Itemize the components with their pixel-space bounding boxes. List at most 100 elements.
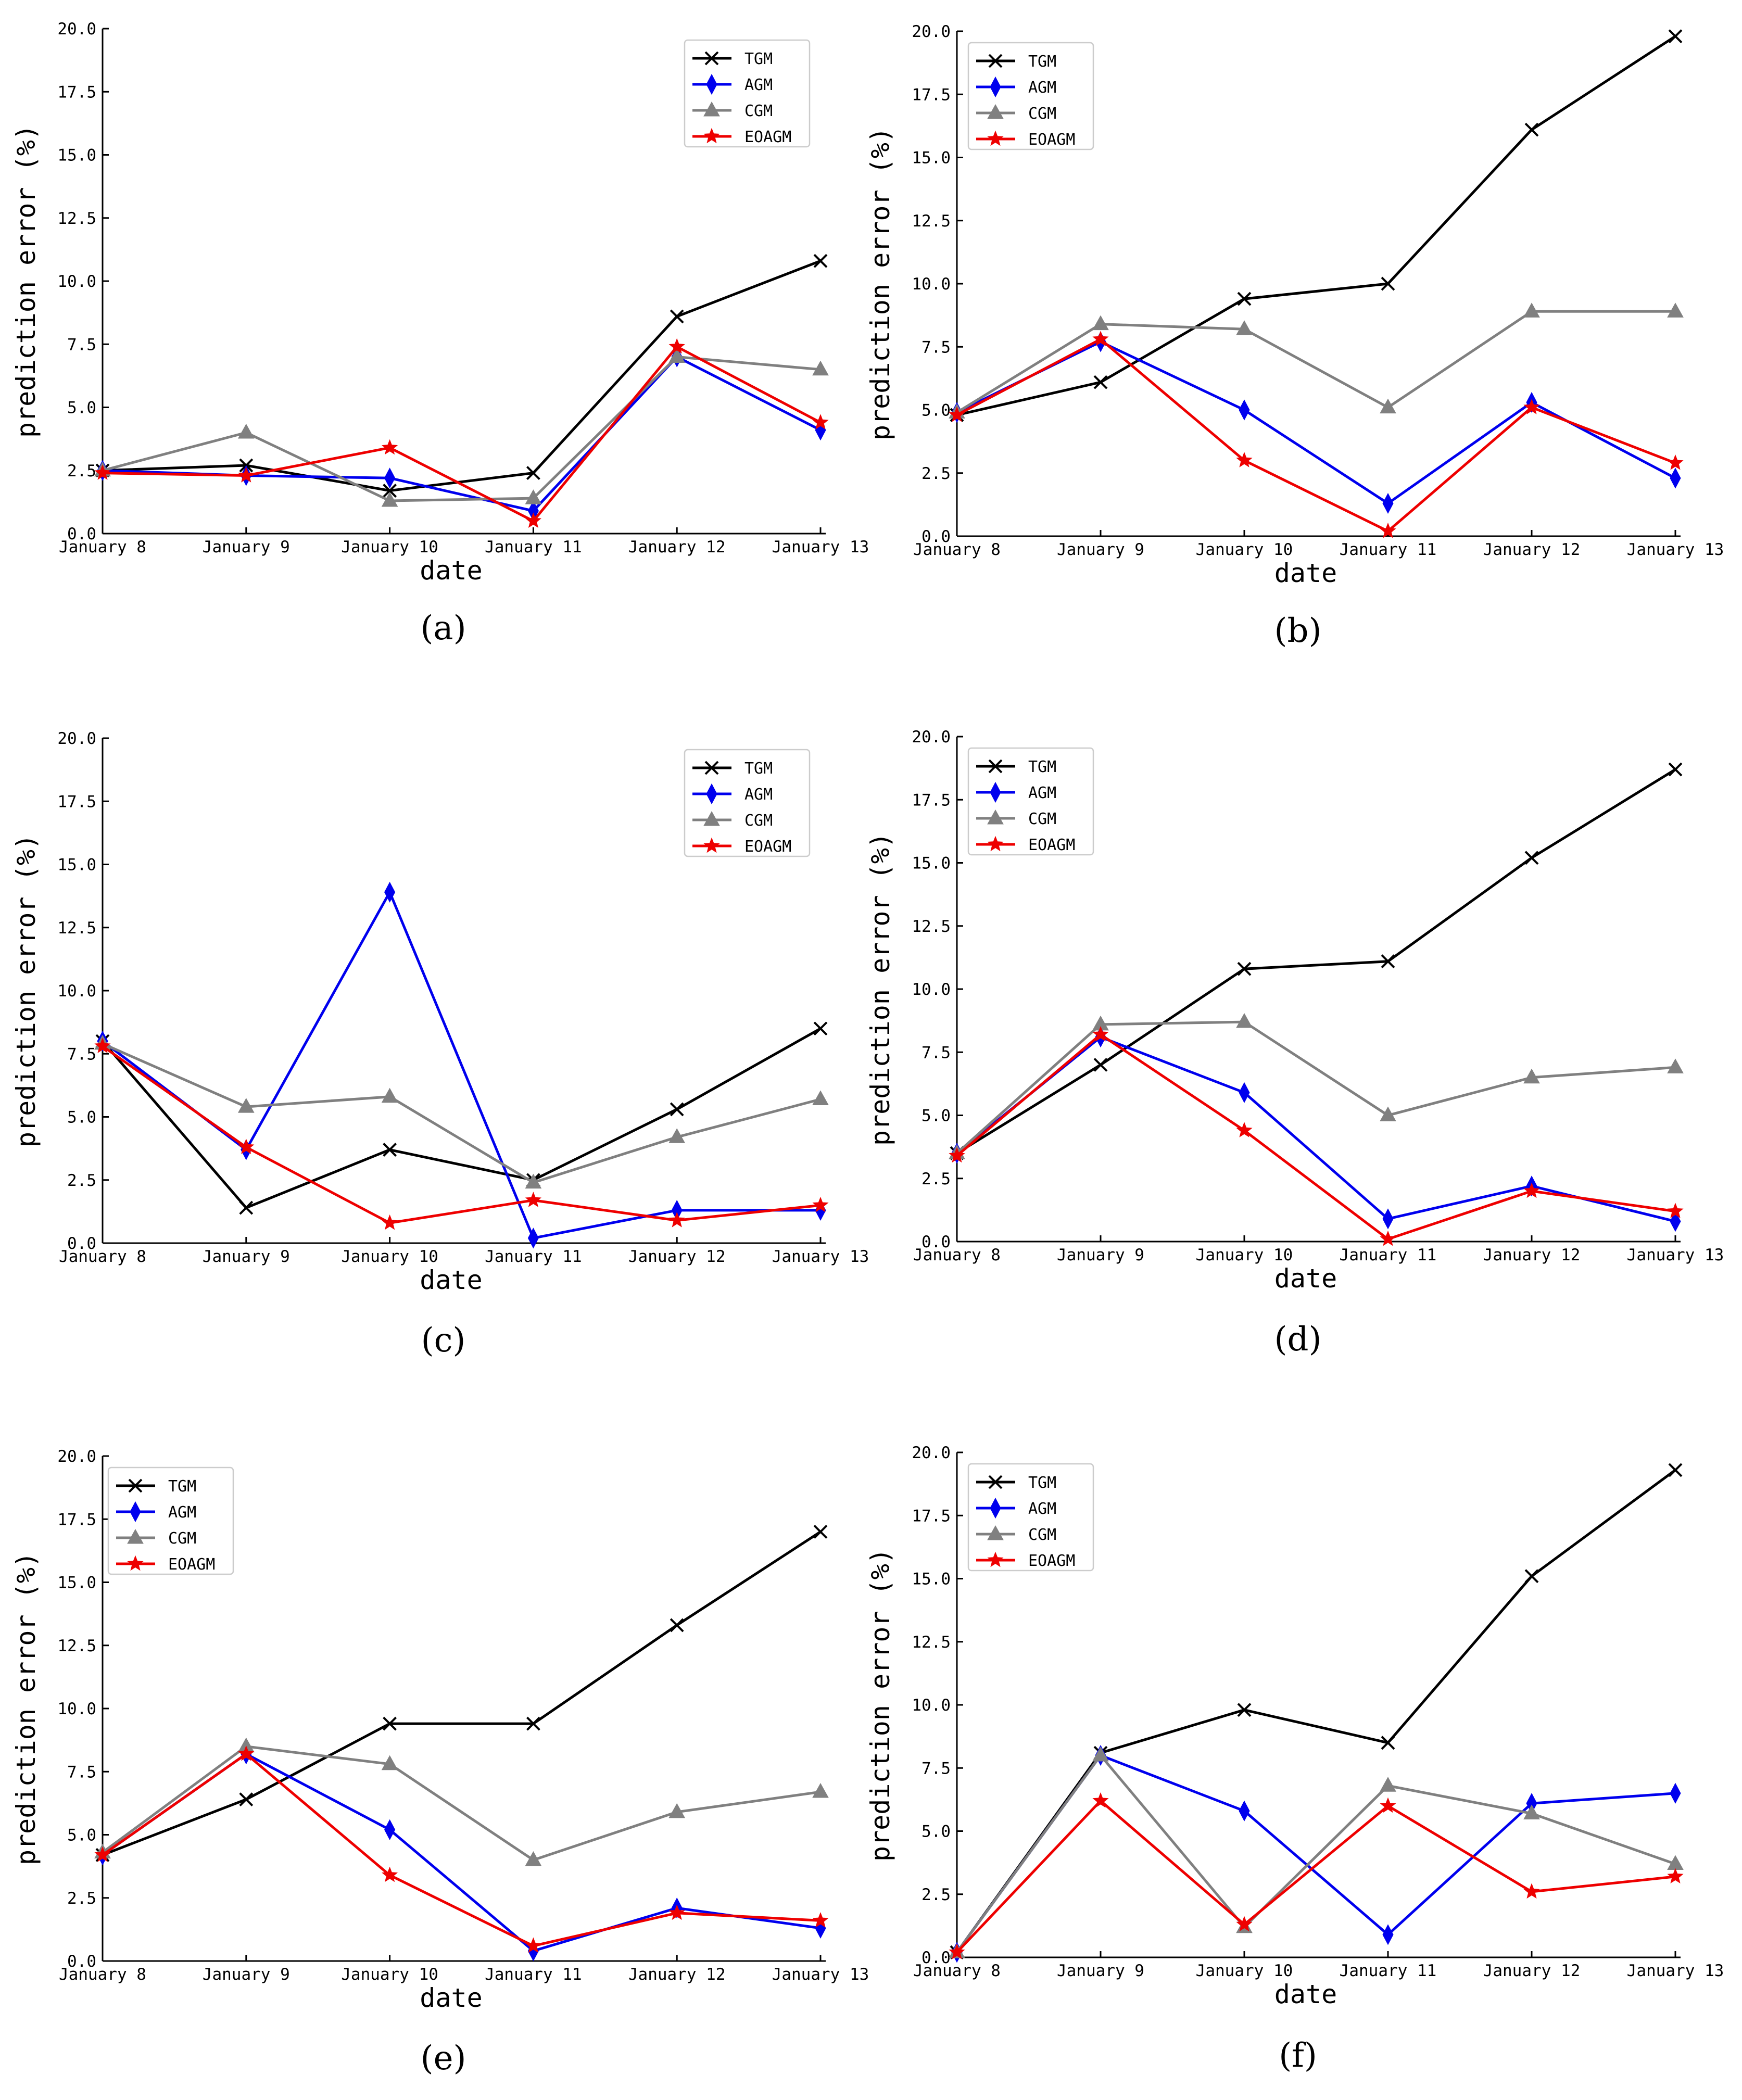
- data-point-eoagm: [668, 1211, 685, 1228]
- x-tick-label: January 10: [341, 1247, 438, 1266]
- y-tick-label: 2.5: [922, 1886, 951, 1904]
- data-point-eoagm: [1380, 522, 1396, 538]
- data-point-cgm: [668, 1128, 686, 1143]
- series-line-cgm: [956, 1020, 1676, 1155]
- chart-panel-6: 0.0 2.5 5.0 7.5 10.0 12.5 15.0 17.5 20.0 January …: [865, 1444, 1724, 2075]
- data-point-eoagm: [525, 512, 542, 528]
- data-point-cgm: [1236, 1013, 1253, 1028]
- data-point-cgm: [812, 1783, 829, 1798]
- legend-label-agm: AGM: [1028, 784, 1056, 802]
- legend-marker-agm: [990, 76, 1001, 98]
- series-line-tgm: [102, 1530, 822, 1856]
- chart-panel-2: 0.0 2.5 5.0 7.5 10.0 12.5 15.0 17.5 20.0 January …: [865, 22, 1724, 650]
- legend-box: [684, 39, 811, 148]
- data-point-eoagm: [525, 1937, 542, 1953]
- data-point-tgm: [1237, 962, 1252, 976]
- x-tick-label: January 9: [1057, 540, 1144, 559]
- data-point-eoagm: [525, 1192, 542, 1207]
- data-point-tgm: [383, 1716, 397, 1731]
- data-point-eoagm: [381, 1214, 398, 1230]
- x-tick-label: January 8: [59, 1965, 146, 1984]
- chart-panel-3: 0.0 2.5 5.0 7.5 10.0 12.5 15.0 17.5 20.0 January …: [11, 729, 869, 1360]
- legend-label-cgm: CGM: [744, 102, 773, 120]
- y-tick-label: 5.0: [67, 1826, 96, 1845]
- data-point-tgm: [670, 1618, 684, 1633]
- y-tick-label: 0.0: [67, 525, 96, 543]
- legend-label-tgm: TGM: [1028, 758, 1056, 776]
- x-axis-label: date: [1274, 1263, 1337, 1294]
- legend-marker-tgm: [128, 1478, 143, 1493]
- legend-label-cgm: CGM: [168, 1529, 196, 1548]
- legend-label-tgm: TGM: [1028, 1474, 1056, 1492]
- data-point-tgm: [239, 1200, 254, 1215]
- data-point-tgm: [526, 466, 540, 480]
- data-point-cgm: [525, 1851, 542, 1866]
- y-tick-label: 20.0: [912, 1444, 951, 1462]
- y-tick-label: 12.5: [57, 1637, 96, 1655]
- legend: TGM AGM CGM EOAGM: [684, 39, 811, 148]
- y-tick-label: 17.5: [57, 792, 96, 811]
- data-point-eoagm: [381, 439, 398, 455]
- y-tick-label: 10.0: [912, 980, 951, 999]
- x-tick-label: January 11: [485, 1965, 582, 1984]
- legend-label-eoagm: EOAGM: [1028, 1552, 1075, 1570]
- legend-marker-eoagm: [987, 836, 1004, 852]
- data-point-eoagm: [812, 1912, 829, 1928]
- x-axis-label: date: [1274, 558, 1337, 588]
- data-point-eoagm: [1092, 1026, 1109, 1042]
- data-point-eoagm: [238, 1138, 255, 1154]
- data-point-cgm: [237, 423, 255, 439]
- x-tick-label: January 9: [1057, 1962, 1144, 1980]
- data-point-cgm: [668, 1803, 686, 1818]
- data-point-agm: [1239, 1800, 1250, 1821]
- data-point-cgm: [1380, 1106, 1396, 1121]
- y-tick-label: 10.0: [912, 275, 951, 294]
- x-tick-label: January 12: [628, 1965, 726, 1984]
- y-tick-label: 0.0: [922, 527, 951, 546]
- y-axis-label: prediction error (%): [865, 1548, 895, 1862]
- y-tick-label: 7.5: [67, 1763, 96, 1781]
- data-point-eoagm: [812, 414, 829, 429]
- legend-marker-tgm: [704, 51, 719, 66]
- data-point-eoagm: [1380, 1797, 1396, 1813]
- series-line-tgm: [956, 35, 1676, 416]
- legend-box: [967, 42, 1094, 150]
- legend-marker-cgm: [703, 811, 720, 826]
- series-line-cgm: [102, 1745, 821, 1862]
- series-line-agm: [102, 891, 820, 1239]
- data-point-tgm: [1668, 29, 1683, 44]
- data-point-agm: [527, 1228, 539, 1249]
- data-point-agm: [1382, 1924, 1394, 1945]
- y-tick-label: 2.5: [67, 1889, 96, 1908]
- series-line-eoagm: [956, 1033, 1676, 1241]
- y-tick-label: 10.0: [57, 272, 96, 291]
- data-point-cgm: [1667, 1058, 1684, 1073]
- legend-marker-eoagm: [703, 837, 720, 853]
- data-point-cgm: [1092, 315, 1109, 331]
- y-tick-label: 5.0: [67, 1108, 96, 1127]
- y-tick-label: 7.5: [922, 1759, 951, 1778]
- chart-panel-5: 0.0 2.5 5.0 7.5 10.0 12.5 15.0 17.5 20.0 January …: [11, 1447, 869, 2078]
- y-tick-label: 10.0: [912, 1696, 951, 1715]
- data-point-eoagm: [668, 1904, 685, 1920]
- data-point-eoagm: [238, 1745, 255, 1761]
- data-point-eoagm: [1523, 1883, 1540, 1899]
- legend-label-agm: AGM: [168, 1503, 196, 1522]
- legend-label-eoagm: EOAGM: [1028, 131, 1075, 149]
- data-point-tgm: [1524, 122, 1539, 137]
- data-point-tgm: [383, 1143, 397, 1157]
- data-point-agm: [1239, 1082, 1250, 1103]
- data-point-eoagm: [238, 467, 255, 483]
- y-tick-label: 15.0: [912, 149, 951, 168]
- data-point-eoagm: [94, 1846, 111, 1862]
- panel-label-3: (c): [421, 1321, 466, 1360]
- x-axis-label: date: [1274, 1979, 1337, 2009]
- legend-label-tgm: TGM: [744, 760, 773, 778]
- data-point-eoagm: [94, 1038, 111, 1053]
- data-point-eoagm: [1667, 1868, 1684, 1884]
- series-line-agm: [102, 1752, 821, 1953]
- x-tick-label: January 13: [1627, 540, 1724, 559]
- legend-box: [967, 1463, 1094, 1572]
